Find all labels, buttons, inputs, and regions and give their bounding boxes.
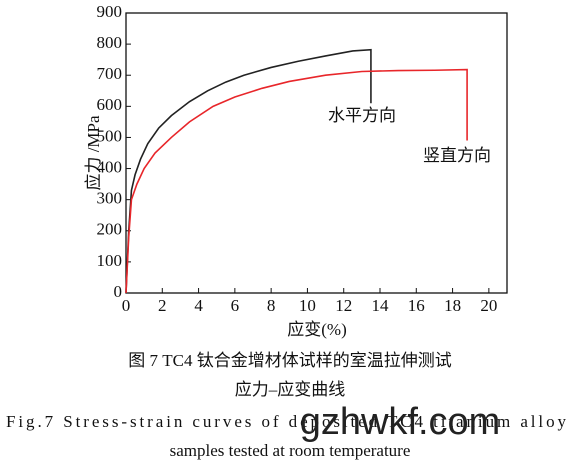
x-tick-label: 14 [372,296,390,315]
y-tick-label: 700 [97,64,123,83]
x-tick-label: 6 [231,296,240,315]
line-series [125,48,372,294]
caption-line: 图 7 TC4 钛合金增材体试样的室温拉伸测试 [128,351,451,370]
y-tick-label: 100 [97,251,123,270]
caption-line: 应力–应变曲线 [235,380,346,399]
annotation: 水平方向 [328,106,396,125]
x-tick-label: 0 [122,296,131,315]
line-series [125,68,468,294]
x-tick-label: 16 [408,296,425,315]
x-tick-label: 8 [267,296,276,315]
plot-frame [125,12,508,294]
y-tick-label: 500 [97,126,123,145]
y-tick-label: 0 [114,282,123,301]
x-tick-label: 2 [158,296,167,315]
y-tick-label: 300 [97,189,123,208]
x-tick-label: 18 [444,296,461,315]
y-tick-label: 200 [97,220,123,239]
caption-line: samples tested at room temperature [170,441,411,460]
watermark: gzhwkf.com [300,401,501,443]
x-tick-label: 12 [335,296,352,315]
x-tick-label: 20 [480,296,497,315]
y-tick-label: 400 [97,157,123,176]
annotation: 竖直方向 [423,146,491,165]
y-tick-label: 800 [97,33,123,52]
y-tick-label: 600 [97,95,123,114]
y-axis-label: 应力 /MPa [84,115,103,191]
x-tick-label: 10 [299,296,316,315]
y-tick-label: 900 [97,2,123,21]
x-tick-label: 4 [194,296,203,315]
x-axis-label: 应变(%) [287,320,346,339]
